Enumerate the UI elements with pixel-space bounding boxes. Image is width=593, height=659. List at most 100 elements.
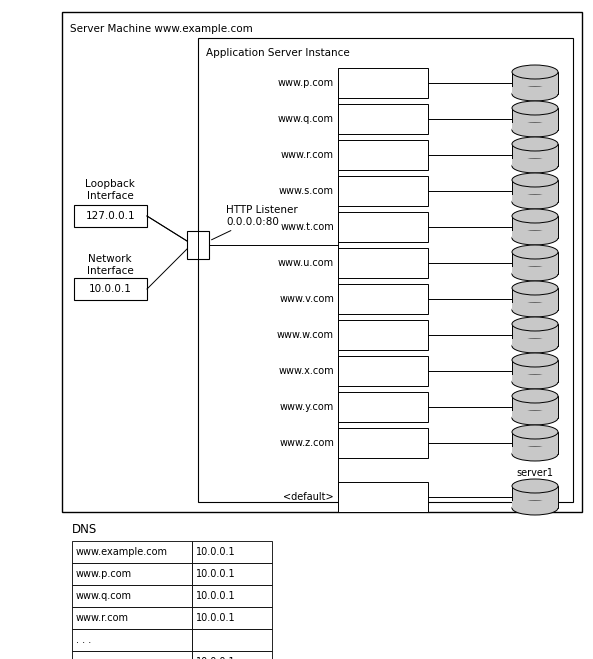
Text: 10.0.0.1: 10.0.0.1 bbox=[196, 657, 235, 659]
Ellipse shape bbox=[512, 87, 558, 101]
Text: HTTP Listener
0.0.0.0:80: HTTP Listener 0.0.0.0:80 bbox=[212, 205, 298, 240]
Bar bbox=[512, 195, 558, 202]
Bar bbox=[62, 12, 582, 512]
Text: www.y.com: www.y.com bbox=[280, 402, 334, 412]
Text: 10.0.0.1: 10.0.0.1 bbox=[89, 284, 132, 294]
Ellipse shape bbox=[512, 375, 558, 389]
Ellipse shape bbox=[512, 65, 558, 79]
Bar bbox=[338, 320, 428, 350]
Text: server1: server1 bbox=[517, 468, 553, 478]
Text: www.example.com: www.example.com bbox=[76, 547, 168, 557]
Bar bbox=[512, 501, 558, 508]
Ellipse shape bbox=[512, 123, 558, 137]
Bar bbox=[72, 629, 192, 651]
Bar bbox=[512, 267, 558, 274]
Text: . . .: . . . bbox=[76, 635, 91, 645]
Bar bbox=[512, 231, 558, 238]
Bar bbox=[338, 68, 428, 98]
Text: www.p.com: www.p.com bbox=[278, 78, 334, 88]
Bar bbox=[338, 284, 428, 314]
Ellipse shape bbox=[512, 101, 558, 115]
Bar bbox=[512, 375, 558, 382]
Bar bbox=[512, 72, 558, 94]
Bar bbox=[72, 563, 192, 585]
Text: DNS: DNS bbox=[72, 523, 97, 536]
Text: www.r.com: www.r.com bbox=[76, 613, 129, 623]
Text: www.w.com: www.w.com bbox=[277, 330, 334, 340]
Bar bbox=[512, 486, 558, 508]
Ellipse shape bbox=[512, 447, 558, 461]
Bar bbox=[192, 563, 272, 585]
Bar bbox=[338, 428, 428, 458]
Text: www.x.com: www.x.com bbox=[278, 366, 334, 376]
Bar bbox=[192, 541, 272, 563]
Bar bbox=[512, 303, 558, 310]
Bar bbox=[512, 252, 558, 274]
Text: <default>: <default> bbox=[283, 492, 334, 502]
Bar bbox=[512, 360, 558, 382]
Bar bbox=[338, 356, 428, 386]
Ellipse shape bbox=[512, 353, 558, 367]
Ellipse shape bbox=[512, 245, 558, 259]
Ellipse shape bbox=[512, 339, 558, 353]
Bar bbox=[74, 205, 147, 227]
Ellipse shape bbox=[512, 425, 558, 439]
Ellipse shape bbox=[512, 501, 558, 515]
Text: www.u.com: www.u.com bbox=[278, 258, 334, 268]
Bar bbox=[338, 140, 428, 170]
Bar bbox=[512, 159, 558, 166]
Text: Loopback
Interface: Loopback Interface bbox=[85, 179, 135, 201]
Text: www.t.com: www.t.com bbox=[280, 222, 334, 232]
Bar bbox=[338, 482, 428, 512]
Text: www.s.com: www.s.com bbox=[279, 186, 334, 196]
Bar bbox=[512, 324, 558, 346]
Bar bbox=[72, 585, 192, 607]
Text: www.r.com: www.r.com bbox=[281, 150, 334, 160]
Bar bbox=[192, 629, 272, 651]
Bar bbox=[192, 651, 272, 659]
Bar bbox=[192, 607, 272, 629]
Text: 10.0.0.1: 10.0.0.1 bbox=[196, 591, 235, 601]
Text: www.q.com: www.q.com bbox=[76, 591, 132, 601]
Bar bbox=[512, 108, 558, 130]
Text: 10.0.0.1: 10.0.0.1 bbox=[196, 569, 235, 579]
Ellipse shape bbox=[512, 411, 558, 425]
Bar bbox=[72, 607, 192, 629]
Bar bbox=[338, 176, 428, 206]
Bar bbox=[187, 231, 209, 259]
Ellipse shape bbox=[512, 303, 558, 317]
Bar bbox=[512, 288, 558, 310]
Ellipse shape bbox=[512, 137, 558, 151]
Text: Application Server Instance: Application Server Instance bbox=[206, 48, 350, 58]
Bar bbox=[198, 38, 573, 502]
Bar bbox=[512, 396, 558, 418]
Bar bbox=[512, 180, 558, 202]
Bar bbox=[338, 212, 428, 242]
Ellipse shape bbox=[512, 317, 558, 331]
Bar bbox=[192, 585, 272, 607]
Bar bbox=[74, 278, 147, 300]
Text: www.v.com: www.v.com bbox=[279, 294, 334, 304]
Text: 127.0.0.1: 127.0.0.1 bbox=[85, 211, 135, 221]
Bar bbox=[72, 541, 192, 563]
Ellipse shape bbox=[512, 195, 558, 209]
Bar bbox=[512, 144, 558, 166]
Text: www.z.com: www.z.com bbox=[279, 438, 334, 448]
Bar bbox=[512, 87, 558, 94]
Bar bbox=[72, 651, 192, 659]
Bar bbox=[338, 392, 428, 422]
Text: Network
Interface: Network Interface bbox=[87, 254, 133, 276]
Bar bbox=[512, 411, 558, 418]
Bar bbox=[512, 123, 558, 130]
Bar bbox=[512, 432, 558, 454]
Bar bbox=[512, 447, 558, 454]
Ellipse shape bbox=[512, 281, 558, 295]
Bar bbox=[338, 104, 428, 134]
Text: www.p.com: www.p.com bbox=[76, 569, 132, 579]
Bar bbox=[338, 248, 428, 278]
Ellipse shape bbox=[512, 389, 558, 403]
Bar bbox=[512, 216, 558, 238]
Text: www.z.com: www.z.com bbox=[76, 657, 131, 659]
Text: 10.0.0.1: 10.0.0.1 bbox=[196, 547, 235, 557]
Ellipse shape bbox=[512, 173, 558, 187]
